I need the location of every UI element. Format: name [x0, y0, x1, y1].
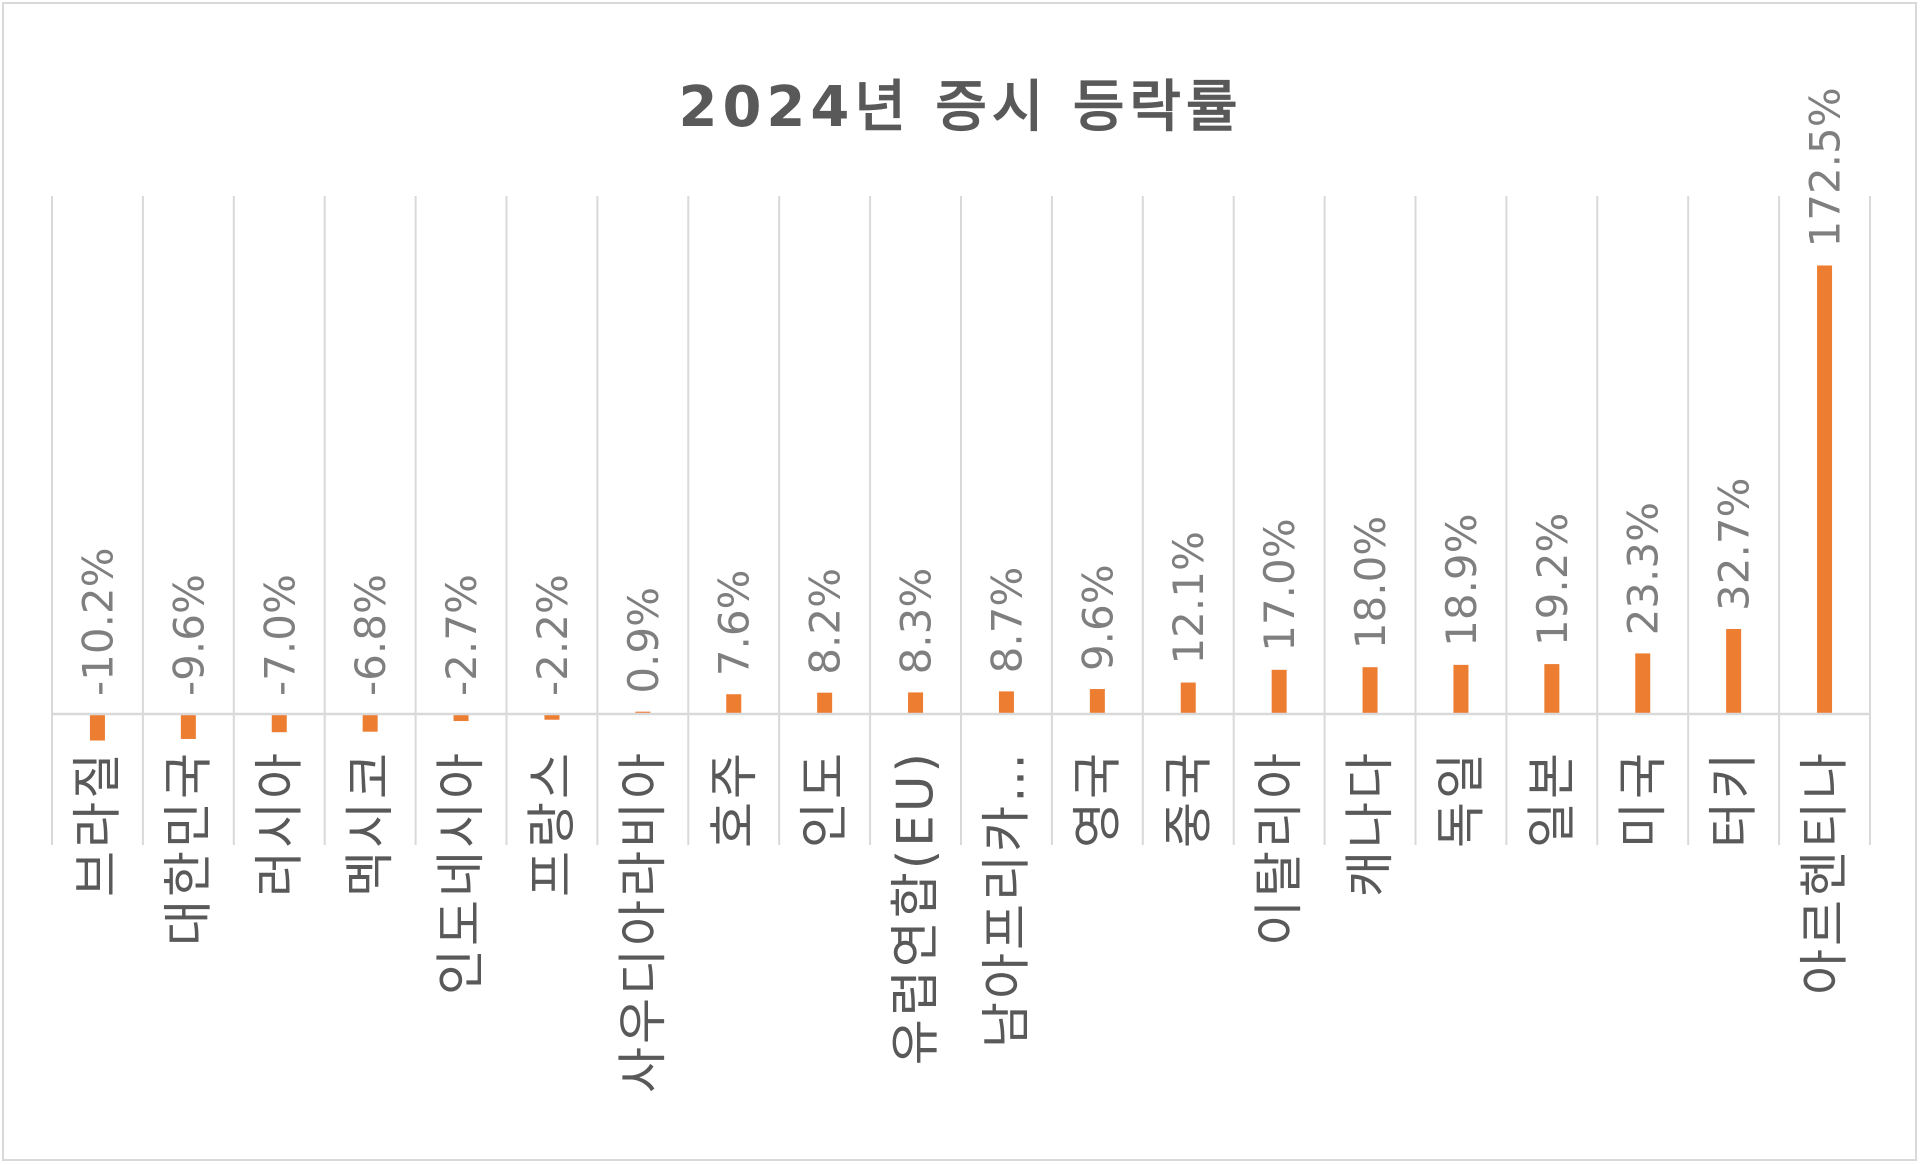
bar	[817, 692, 833, 714]
category-tick-label: 대한민국	[159, 750, 217, 946]
category-tick-label: 러시아	[250, 750, 308, 897]
category-tick-label: 프랑스	[523, 750, 581, 897]
data-label: 0.9%	[619, 587, 668, 694]
bar	[1635, 653, 1651, 714]
bar	[453, 714, 469, 722]
category-tick-label: 호주	[705, 750, 763, 848]
data-label: -2.2%	[528, 574, 577, 696]
category-tick-label: 미국	[1614, 750, 1672, 848]
data-label: 18.0%	[1346, 516, 1395, 649]
data-label: -2.7%	[437, 574, 486, 696]
data-label: -10.2%	[73, 547, 122, 696]
category-tick-label: 터키	[1705, 750, 1763, 848]
category-tick-label: 멕시코	[341, 750, 399, 897]
bar	[89, 714, 105, 741]
data-label: 9.6%	[1073, 564, 1122, 671]
category-tick-label: 브라질	[68, 750, 126, 897]
data-label: 8.2%	[801, 568, 850, 675]
bar	[1453, 664, 1469, 714]
category-tick-label: 유럽연합(EU)	[887, 750, 945, 1065]
bar	[1817, 265, 1833, 714]
data-label: 17.0%	[1255, 518, 1304, 651]
data-label: 8.3%	[892, 568, 941, 675]
data-label: 19.2%	[1528, 513, 1577, 646]
bar	[1271, 669, 1287, 714]
category-tick-label: 남아프리카…	[977, 750, 1035, 1048]
category-tick-label: 인도	[796, 750, 854, 848]
category-tick-label: 영국	[1068, 750, 1126, 848]
category-tick-label: 캐나다	[1341, 750, 1399, 897]
bar	[1089, 689, 1105, 714]
chart-title: 2024년 증시 등락률	[678, 75, 1243, 140]
data-label: 18.9%	[1437, 513, 1486, 646]
category-tick-label: 이탈리아	[1250, 750, 1308, 946]
bar	[271, 714, 287, 733]
bar	[180, 714, 196, 739]
data-label: -7.0%	[255, 574, 304, 696]
data-label: 12.1%	[1164, 531, 1213, 664]
data-label: 23.3%	[1619, 502, 1668, 635]
data-label: -9.6%	[164, 574, 213, 696]
category-tick-label: 일본	[1523, 750, 1581, 848]
bar	[362, 714, 378, 732]
category-tick-label: 독일	[1432, 750, 1490, 848]
data-label: 172.5%	[1801, 87, 1850, 247]
bar	[908, 692, 924, 714]
data-label: -6.8%	[346, 574, 395, 696]
data-label: 7.6%	[710, 570, 759, 677]
bar	[1180, 682, 1196, 714]
category-tick-label: 사우디아라비아	[614, 750, 672, 1093]
bar	[726, 694, 742, 714]
category-tick-label: 인도네시아	[432, 750, 490, 995]
bar	[998, 691, 1014, 714]
bar	[544, 714, 560, 720]
category-tick-label: 중국	[1159, 750, 1217, 848]
category-tick-label: 아르헨티나	[1796, 750, 1854, 995]
data-label: 8.7%	[982, 567, 1031, 674]
bar	[1362, 667, 1378, 714]
bar	[1544, 664, 1560, 714]
bar	[1726, 628, 1742, 714]
data-label: 32.7%	[1710, 478, 1759, 611]
